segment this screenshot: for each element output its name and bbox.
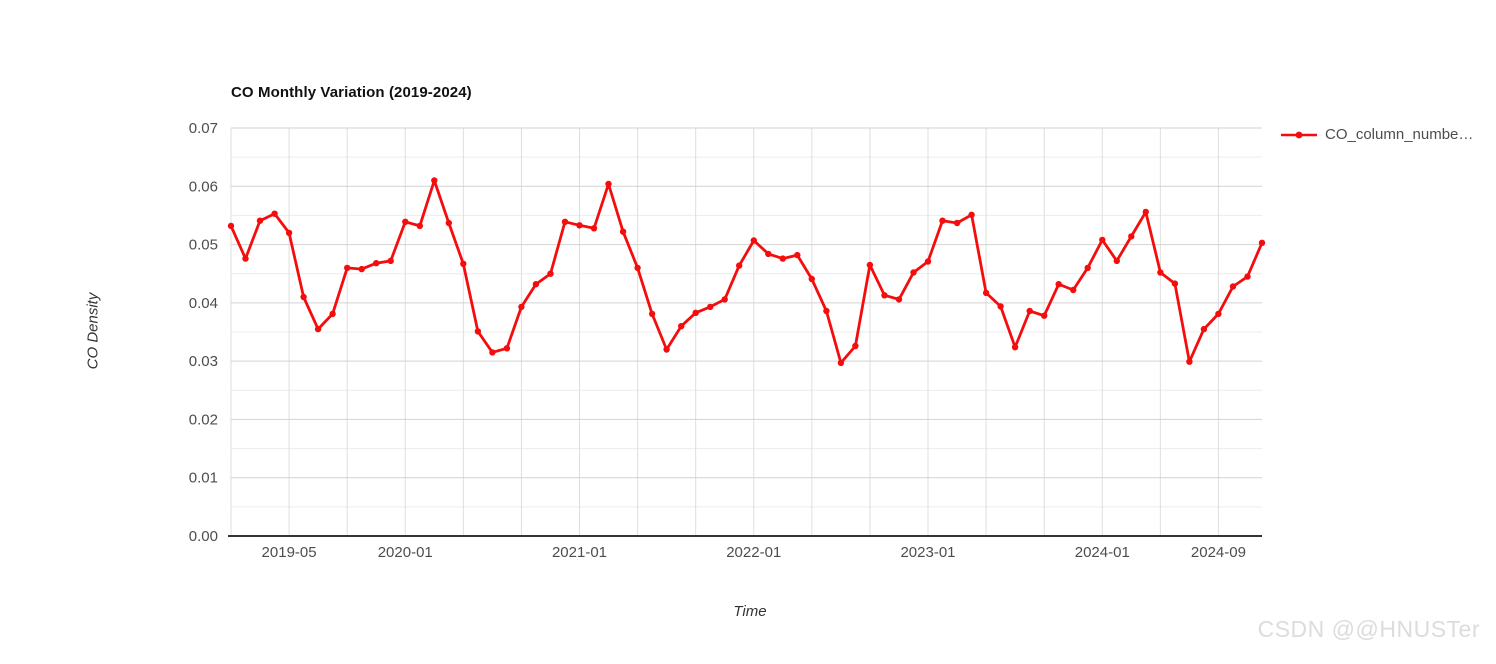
data-point-marker: [663, 346, 670, 353]
data-point-marker: [808, 275, 815, 283]
data-point-marker: [1171, 280, 1179, 287]
y-tick-label: 0.03: [189, 353, 218, 370]
data-point-marker: [1157, 269, 1164, 276]
y-tick-label: 0.04: [189, 295, 218, 312]
data-point-marker: [1244, 273, 1251, 280]
data-point-marker: [910, 269, 917, 276]
data-point-marker: [881, 292, 888, 299]
data-point-marker: [576, 222, 583, 229]
data-point-marker: [939, 217, 946, 224]
data-point-marker: [416, 222, 423, 230]
data-point-marker: [1070, 286, 1077, 294]
data-point-marker: [721, 296, 728, 303]
x-tick-label: 2024-09: [1191, 544, 1246, 561]
data-point-marker: [532, 281, 540, 288]
data-point-marker: [1113, 257, 1121, 265]
data-point-marker: [300, 293, 307, 301]
x-tick-label: 2023-01: [900, 544, 955, 561]
data-point-marker: [460, 260, 467, 267]
data-point-marker: [866, 261, 874, 269]
watermark: CSDN @@HNUSTer: [1257, 616, 1480, 642]
x-tick-label: 2020-01: [378, 544, 433, 561]
data-point-marker: [736, 262, 743, 269]
data-point-marker: [518, 303, 525, 311]
data-point-marker: [1099, 236, 1106, 244]
data-point-marker: [373, 260, 380, 267]
data-point-marker: [750, 237, 757, 244]
co-series-line: [229, 179, 1264, 365]
data-point-marker: [445, 219, 452, 227]
y-tick-label: 0.00: [189, 528, 218, 545]
x-tick-label: 2021-01: [552, 544, 607, 561]
y-tick-label: 0.02: [189, 411, 218, 428]
data-point-marker: [707, 303, 714, 311]
chart-title: CO Monthly Variation (2019-2024): [231, 84, 472, 101]
data-point-marker: [344, 264, 351, 272]
data-point-marker: [242, 255, 249, 262]
data-point-marker: [605, 180, 612, 188]
data-point-marker: [402, 218, 409, 225]
data-point-marker: [997, 303, 1004, 310]
data-point-marker: [678, 323, 685, 330]
data-point-marker: [547, 270, 554, 277]
data-point-marker: [823, 307, 830, 315]
data-point-marker: [648, 310, 656, 318]
y-tick-label: 0.05: [189, 237, 218, 254]
data-point-marker: [765, 250, 772, 258]
data-point-marker: [895, 296, 903, 303]
data-point-marker: [387, 257, 394, 265]
data-point-marker: [358, 265, 365, 273]
data-point-marker: [474, 328, 482, 335]
data-point-marker: [968, 211, 975, 218]
data-point-marker: [1229, 283, 1237, 290]
y-axis-title: CO Density: [84, 292, 102, 370]
x-tick-label: 2024-01: [1075, 544, 1130, 561]
data-point-marker: [619, 228, 627, 235]
data-point-marker: [227, 222, 235, 230]
data-point-marker: [256, 217, 264, 224]
data-point-marker: [329, 310, 336, 318]
data-point-marker: [271, 210, 278, 217]
x-tick-label: 2019-05: [262, 544, 317, 561]
data-point-marker: [503, 345, 511, 352]
data-point-marker: [1026, 307, 1033, 315]
data-point-marker: [590, 225, 598, 232]
data-point-marker: [561, 218, 569, 225]
data-point-marker: [1055, 281, 1062, 288]
data-point-marker: [314, 325, 322, 333]
data-point-marker: [1200, 325, 1208, 333]
data-point-marker: [692, 309, 699, 316]
legend-series-label: CO_column_numbe…: [1325, 126, 1474, 143]
legend-line-marker-icon: [1281, 131, 1317, 138]
data-point-marker: [1186, 358, 1193, 365]
legend-item[interactable]: CO_column_numbe…: [1280, 126, 1473, 143]
data-point-marker: [837, 359, 845, 367]
data-point-marker: [431, 177, 438, 184]
data-point-marker: [779, 255, 786, 262]
data-point-marker: [794, 251, 801, 259]
data-point-marker: [634, 264, 641, 272]
data-point-marker: [1011, 344, 1019, 351]
data-point-marker: [852, 342, 859, 350]
y-tick-label: 0.06: [189, 178, 218, 195]
y-tick-label: 0.01: [189, 470, 218, 487]
data-point-marker: [1084, 264, 1091, 272]
data-point-marker: [924, 258, 932, 265]
data-point-marker: [1128, 233, 1135, 240]
data-point-marker: [1041, 312, 1048, 319]
x-axis-title: Time: [733, 603, 767, 620]
data-point-marker: [1215, 310, 1222, 318]
data-point-marker: [1258, 239, 1266, 246]
data-point-marker: [489, 349, 496, 356]
x-tick-label: 2022-01: [726, 544, 781, 561]
data-point-marker: [285, 229, 293, 237]
data-point-marker: [982, 289, 990, 297]
data-point-marker: [953, 219, 961, 227]
y-tick-label: 0.07: [189, 120, 218, 137]
data-point-marker: [1142, 208, 1150, 216]
